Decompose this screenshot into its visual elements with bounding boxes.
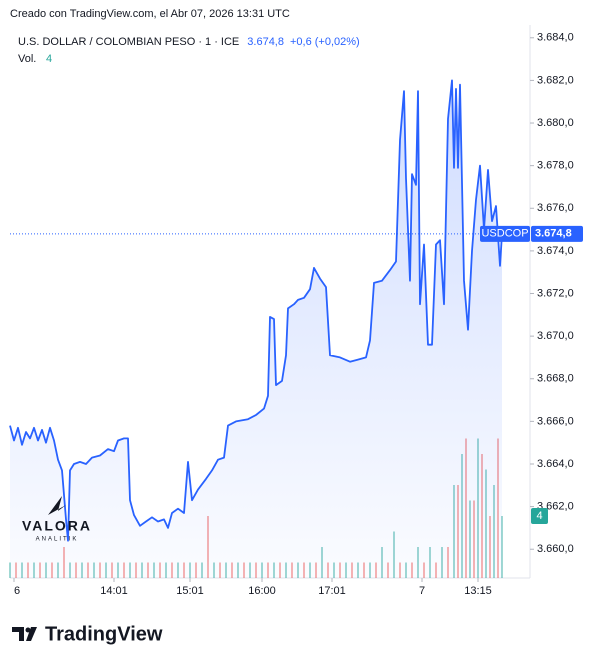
header-change: +0,6 (+0,02%)	[290, 36, 360, 48]
y-tick-label: 3.672,0	[537, 287, 574, 299]
y-tick-label: 3.682,0	[537, 74, 574, 86]
x-tick-label: 15:01	[176, 585, 204, 597]
volume-header-value: 4	[46, 53, 52, 65]
last-price-label: 3.674,8	[535, 228, 572, 240]
symbol-title: U.S. DOLLAR / COLOMBIAN PESO · 1 · ICE	[18, 36, 239, 48]
y-tick-label: 3.680,0	[537, 117, 574, 129]
y-tick-label: 3.684,0	[537, 32, 574, 44]
price-line	[9, 79, 503, 542]
y-tick-label: 3.678,0	[537, 160, 574, 172]
y-tick-label: 3.668,0	[537, 373, 574, 385]
area	[10, 80, 502, 579]
y-tick-label: 3.660,0	[537, 543, 574, 555]
footer-logo: TradingView	[12, 623, 163, 645]
x-tick-label: 16:00	[248, 585, 276, 597]
y-tick-label: 3.666,0	[537, 415, 574, 427]
footer-icon-dot	[25, 627, 31, 633]
volume-last-label: 4	[536, 510, 542, 522]
header-price: 3.674,8	[247, 36, 284, 48]
x-tick-label: 14:01	[100, 585, 128, 597]
y-tick-label: 3.664,0	[537, 458, 574, 470]
watermark-sub: ANALITIK	[36, 537, 79, 543]
y-tick-label: 3.674,0	[537, 245, 574, 257]
volume-title: Vol.	[18, 53, 36, 65]
watermark-icon	[48, 496, 66, 515]
volume-last-box	[531, 508, 548, 524]
y-tick-label: 3.670,0	[537, 330, 574, 342]
last-price-box	[531, 225, 583, 242]
y-tick-label: 3.676,0	[537, 202, 574, 214]
footer-text: TradingView	[45, 623, 163, 645]
credit: Creado con TradingView.com, el Abr 07, 2…	[10, 8, 290, 20]
x-tick-label: 13:15	[464, 585, 492, 597]
x-tick-label: 17:01	[318, 585, 346, 597]
x-tick-label: 6	[14, 585, 20, 597]
symbol-box	[480, 225, 530, 242]
watermark: VALORA ANALITIK	[22, 496, 92, 543]
x-tick-label: 7	[419, 585, 425, 597]
watermark-name: VALORA	[22, 518, 92, 534]
plot	[9, 79, 503, 579]
symbol-label: USDCOP	[481, 228, 528, 240]
footer-icon	[12, 627, 37, 641]
